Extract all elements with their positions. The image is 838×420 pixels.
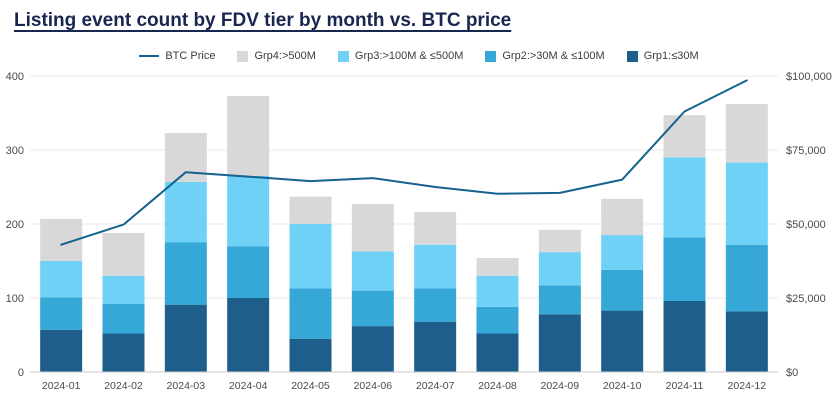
left-axis-tick-label: 400	[6, 71, 24, 83]
bar-segment	[351, 204, 394, 252]
bar-segment	[663, 237, 706, 301]
bar-segment	[414, 288, 457, 322]
bar-segment	[538, 252, 581, 286]
right-axis-tick-label: $75,000	[786, 145, 826, 157]
legend-label: Grp3:>100M & ≤500M	[354, 50, 464, 62]
chart-title: Listing event count by FDV tier by month…	[14, 10, 512, 31]
legend-color-swatch	[485, 50, 497, 62]
legend-item-grp1-30m: Grp1:≤30M	[626, 50, 699, 62]
bar-segment	[601, 198, 644, 236]
bar-segment	[476, 333, 519, 372]
x-tick-label: 2024-06	[354, 380, 393, 392]
legend-item-grp3-100m-500m: Grp3:>100M & ≤500M	[337, 50, 464, 62]
bar-segment	[102, 275, 145, 304]
bar-segment	[476, 306, 519, 334]
bar-segment	[40, 297, 83, 330]
bar-series	[40, 95, 768, 372]
left-axis-tick-label: 300	[6, 145, 24, 157]
bar-segment	[227, 95, 270, 176]
bar-segment	[538, 285, 581, 315]
bar-segment	[476, 258, 519, 276]
x-tick-label: 2024-10	[603, 380, 642, 392]
bar-segment	[40, 261, 83, 298]
legend-label: Grp2:>30M & ≤100M	[502, 50, 605, 62]
bar-segment	[227, 175, 270, 247]
gridlines: 0 $0 100 $25,000 200 $50,000 300 $75,000 400 $100…	[6, 71, 832, 379]
left-axis-tick-label: 200	[6, 219, 24, 231]
bar-segment	[102, 303, 145, 334]
left-axis-tick-label: 100	[6, 293, 24, 305]
bar-segment	[414, 212, 457, 245]
bar-segment	[289, 224, 332, 289]
right-axis-tick-label: $50,000	[786, 219, 826, 231]
legend-color-swatch	[237, 50, 249, 62]
bar-segment	[601, 269, 644, 311]
bar-segment	[663, 115, 706, 158]
x-tick-label: 2024-09	[541, 380, 580, 392]
left-axis-tick-label: 0	[18, 367, 24, 379]
bar-segment	[601, 310, 644, 372]
bar-segment	[476, 275, 519, 307]
bar-segment	[538, 229, 581, 253]
x-tick-label: 2024-03	[167, 380, 206, 392]
bar-segment	[538, 314, 581, 372]
bar-segment	[102, 232, 145, 276]
bar-segment	[414, 321, 457, 372]
bar-segment	[414, 244, 457, 289]
bar-segment	[351, 251, 394, 291]
legend-item-btc-price: BTC Price	[139, 50, 215, 62]
bar-segment	[289, 288, 332, 339]
x-tick-label: 2024-12	[728, 380, 767, 392]
legend-label: Grp1:≤30M	[643, 50, 699, 62]
bar-segment	[601, 235, 644, 270]
bar-segment	[289, 196, 332, 224]
bar-segment	[164, 304, 207, 372]
legend: BTC Price Grp4:>500M Grp3:>100M & ≤500M Grp…	[0, 48, 838, 64]
x-tick-label: 2024-07	[416, 380, 455, 392]
bar-segment	[227, 246, 270, 298]
legend-item-grp4-500m: Grp4:>500M	[237, 50, 316, 62]
bar-segment	[102, 333, 145, 372]
bar-segment	[725, 162, 768, 245]
bar-segment	[725, 311, 768, 372]
x-tick-label: 2024-01	[42, 380, 81, 392]
bar-segment	[164, 181, 207, 243]
x-tick-label: 2024-08	[478, 380, 517, 392]
legend-label: BTC Price	[165, 50, 216, 62]
legend-line-swatch	[139, 55, 160, 57]
legend-item-grp2-30m-100m: Grp2:>30M & ≤100M	[485, 50, 605, 62]
right-axis-tick-label: $0	[786, 367, 798, 379]
right-axis-tick-label: $25,000	[786, 293, 826, 305]
x-tick-label: 2024-02	[104, 380, 143, 392]
x-tick-label: 2024-11	[666, 380, 704, 392]
btc-price-line	[60, 79, 748, 246]
bar-segment	[663, 300, 706, 372]
bar-segment	[351, 326, 394, 372]
bar-segment	[164, 242, 207, 305]
legend-color-swatch	[626, 50, 638, 62]
bar-segment	[164, 132, 207, 182]
bar-segment	[725, 104, 768, 163]
bar-segment	[663, 157, 706, 238]
x-tick-label: 2024-04	[229, 380, 268, 392]
x-axis-labels: 2024-01 2024-02 2024-03 2024-04 2024-05 2024-…	[42, 380, 766, 392]
page-header: Listing event count by FDV tier by month…	[0, 0, 838, 32]
legend-color-swatch	[337, 50, 349, 62]
bar-segment	[725, 244, 768, 312]
bar-segment	[289, 338, 332, 372]
bar-segment	[227, 298, 270, 372]
bar-segment	[40, 329, 83, 372]
chart-canvas: 0 $0 100 $25,000 200 $50,000 300 $75,000 400 $100…	[6, 71, 832, 392]
right-axis-tick-label: $100,000	[786, 71, 832, 83]
bar-segment	[351, 290, 394, 327]
legend-label: Grp4:>500M	[254, 50, 316, 62]
x-tick-label: 2024-05	[291, 380, 330, 392]
